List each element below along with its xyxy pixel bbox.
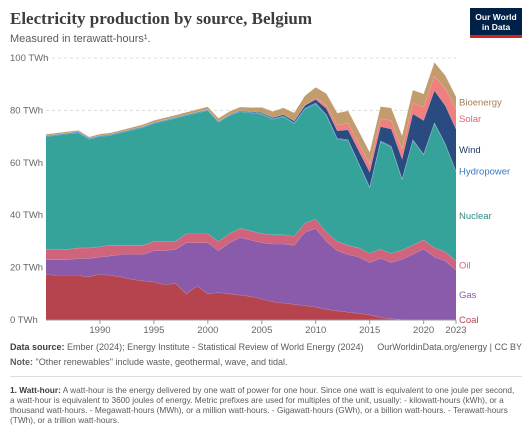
note-text: "Other renewables" include waste, geothe… <box>35 357 288 367</box>
x-tick-label: 1995 <box>143 325 164 336</box>
source-label: Data source: <box>10 342 65 352</box>
area-nuclear[interactable] <box>46 103 456 261</box>
y-tick-label: 40 TWh <box>10 210 43 221</box>
series-areas <box>45 61 457 321</box>
series-label-solar[interactable]: Solar <box>459 114 481 125</box>
chart-title: Electricity production by source, Belgiu… <box>10 9 313 28</box>
y-tick-label: 100 TWh <box>10 53 48 64</box>
series-labels: Bioenergy Solar Wind Hydropower Nuclear Oil Ga… <box>459 98 510 326</box>
y-tick-label: 80 TWh <box>10 105 43 116</box>
series-label-gas[interactable]: Gas <box>459 290 477 301</box>
x-tick-label: 2023 <box>445 325 466 336</box>
x-tick-label: 2010 <box>305 325 326 336</box>
x-axis: 1990 1995 2000 2005 2010 2015 2020 2023 <box>46 319 467 336</box>
source-text: Ember (2024); Energy Institute - Statist… <box>67 342 364 352</box>
source-line: Data source: Ember (2024); Energy Instit… <box>10 342 364 352</box>
footnote-label: 1. Watt-hour: <box>10 385 61 395</box>
series-label-nuclear[interactable]: Nuclear <box>459 211 492 222</box>
area-gas[interactable] <box>46 228 456 320</box>
x-tick-label: 2015 <box>359 325 380 336</box>
divider <box>10 376 522 377</box>
y-tick-label: 20 TWh <box>10 263 43 274</box>
series-label-hydropower[interactable]: Hydropower <box>459 166 510 177</box>
area-coal[interactable] <box>46 274 456 320</box>
x-tick-label: 2000 <box>197 325 218 336</box>
chart-note: Note: "Other renewables" include waste, … <box>10 357 288 367</box>
owid-logo[interactable]: Our World in Data <box>470 8 522 38</box>
x-tick-label: 1990 <box>89 325 110 336</box>
y-tick-label: 0 TWh <box>10 315 38 326</box>
footnote: 1. Watt-hour: A watt-hour is the energy … <box>10 385 520 425</box>
chart-subtitle: Measured in terawatt-hours¹. <box>10 33 151 45</box>
x-tick-label: 2005 <box>251 325 272 336</box>
y-axis-tick-labels: 0 TWh 20 TWh 40 TWh 60 TWh 80 TWh 100 TWh <box>10 53 48 326</box>
series-label-oil[interactable]: Oil <box>459 260 471 271</box>
series-label-wind[interactable]: Wind <box>459 145 481 156</box>
x-tick-label: 2020 <box>413 325 434 336</box>
series-label-coal[interactable]: Coal <box>459 315 479 326</box>
data-sources: Data source: Ember (2024); Energy Instit… <box>10 342 522 352</box>
note-label: Note: <box>10 357 33 367</box>
credit-link[interactable]: OurWorldinData.org/energy | CC BY <box>377 342 522 352</box>
area-edge-bioenergy <box>45 61 457 153</box>
footnote-text: A watt-hour is the energy delivered by o… <box>10 385 515 425</box>
stacked-area-chart[interactable]: 0 TWh 20 TWh 40 TWh 60 TWh 80 TWh 100 TWh 199… <box>0 0 532 340</box>
logo-line-2: in Data <box>481 22 511 32</box>
logo-line-1: Our World <box>475 12 517 22</box>
series-label-bioenergy[interactable]: Bioenergy <box>459 98 502 109</box>
y-tick-label: 60 TWh <box>10 158 43 169</box>
